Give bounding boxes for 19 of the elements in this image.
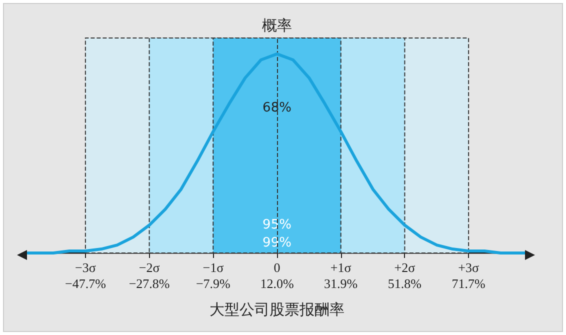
x-tick-label: 71.7% bbox=[452, 276, 486, 291]
band-label: 99% bbox=[262, 236, 292, 250]
x2-tick-label: +2σ bbox=[394, 260, 416, 275]
y-axis-title: 概率 bbox=[262, 18, 292, 34]
x-tick-label: 31.9% bbox=[324, 276, 358, 291]
x-tick-label: −47.7% bbox=[64, 276, 106, 291]
x-tick-label: 12.0% bbox=[260, 276, 294, 291]
x2-tick-label: +3σ bbox=[458, 260, 479, 275]
band-label: 95% bbox=[262, 218, 292, 232]
x2-tick-label: +1σ bbox=[330, 260, 352, 275]
x2-tick-label: −2σ bbox=[138, 260, 160, 275]
x2-tick-label: −1σ bbox=[202, 260, 224, 275]
band-label: 68% bbox=[262, 100, 292, 116]
x2-tick-label: 0 bbox=[274, 260, 280, 275]
x-tick-label: −7.9% bbox=[196, 276, 231, 291]
x2-tick-label: −3σ bbox=[75, 260, 96, 275]
x-axis-title: 大型公司股票报酬率 bbox=[210, 302, 344, 318]
x-tick-label: 51.8% bbox=[388, 276, 422, 291]
x-tick-label: −27.8% bbox=[128, 276, 170, 291]
